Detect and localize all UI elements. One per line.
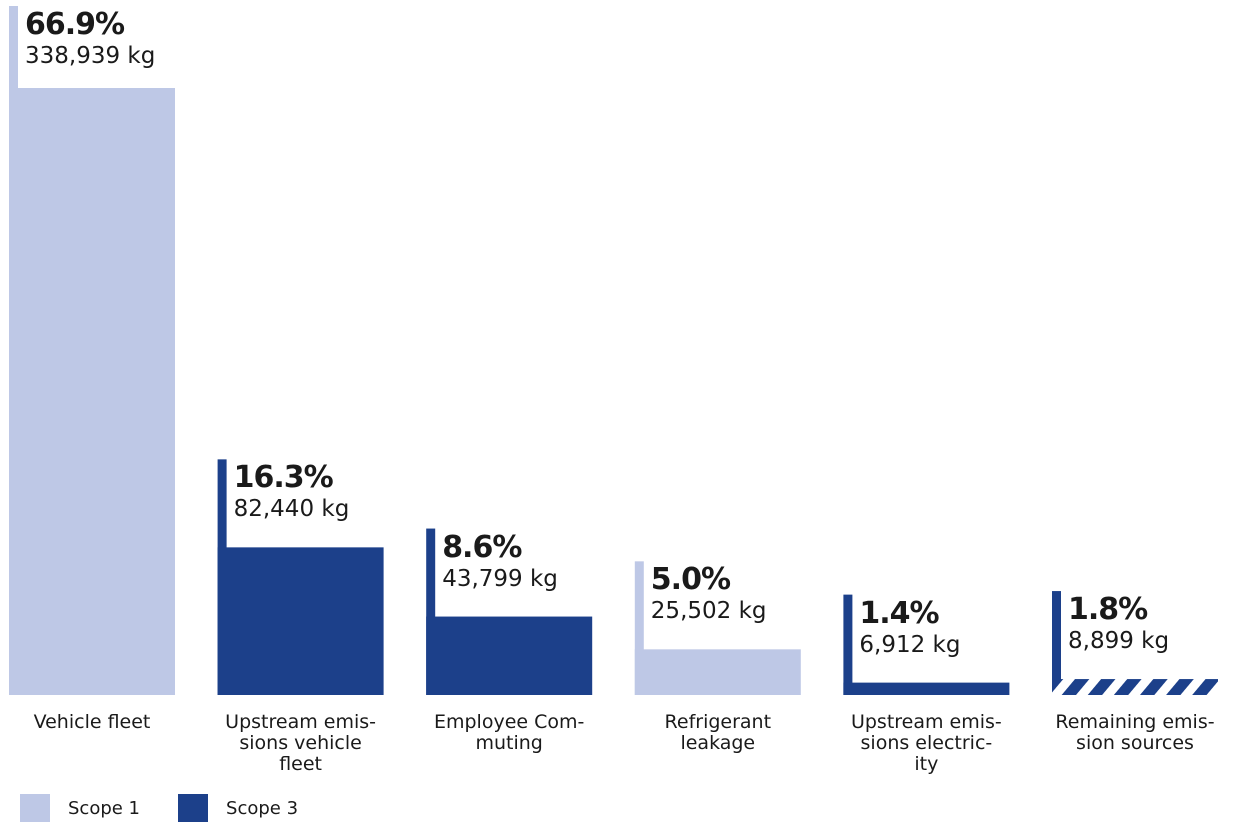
category-label-line: Upstream emis- — [850, 711, 1002, 733]
category-label: Employee Com-muting — [409, 712, 609, 754]
legend-swatch-scope-3 — [178, 794, 209, 822]
category-label-line: sions vehicle — [239, 732, 362, 754]
category-label-line: Vehicle fleet — [33, 711, 151, 733]
bar-percent-label: 1.4% — [859, 595, 939, 631]
bar-value-label: 8.6% 43,799 kg — [442, 529, 558, 593]
bar-value-label: 16.3% 82,440 kg — [234, 461, 350, 523]
bar — [217, 547, 384, 695]
bar — [9, 88, 175, 695]
bar-percent-label: 1.8% — [1068, 592, 1148, 628]
bar-value-label: 1.4% 6,912 kg — [859, 595, 961, 659]
bar-kg-label: 338,939 kg — [25, 43, 156, 69]
category-label-line: muting — [475, 732, 543, 754]
bar-value-label: 1.8% 8,899 kg — [1068, 593, 1169, 655]
legend: Scope 1 Scope 3 — [20, 794, 336, 822]
bar — [843, 682, 1010, 695]
category-label: Remaining emis-sion sources — [1035, 712, 1235, 754]
category-label: Refrigerant leakage — [618, 712, 818, 754]
category-label-line: Remaining emis- — [1055, 711, 1215, 733]
bar-kg-label: 43,799 kg — [442, 565, 558, 592]
bar-kg-label: 8,899 kg — [1068, 628, 1170, 655]
legend-label-scope-3: Scope 3 — [226, 797, 299, 819]
bar-percent-label: 8.6% — [442, 529, 522, 565]
category-label-line: sion sources — [1076, 732, 1194, 754]
bar-percent-label: 16.3% — [233, 460, 334, 496]
bar-percent-label: 5.0% — [650, 562, 731, 598]
category-label: Upstream emis-sions electric-ity — [826, 712, 1026, 775]
category-label-line: fleet — [279, 753, 322, 775]
legend-swatch-scope-1 — [20, 794, 50, 822]
legend-label-scope-1: Scope 1 — [68, 797, 141, 819]
bar-percent-label: 66.9% — [25, 7, 125, 42]
category-label-line: ity — [914, 753, 939, 775]
category-label: Vehicle fleet — [0, 712, 192, 733]
bar-value-label: 5.0% 25,502 kg — [651, 563, 767, 625]
bar — [634, 649, 801, 695]
category-label-line: Employee Com- — [433, 711, 585, 733]
bar-marker — [634, 561, 644, 695]
category-label-line: sions electric- — [860, 732, 993, 754]
bar-kg-label: 25,502 kg — [650, 598, 767, 625]
bar-kg-label: 6,912 kg — [859, 631, 961, 658]
bar-marker — [1052, 591, 1061, 695]
category-label: Upstream emis-sions vehicle fleet — [201, 712, 401, 775]
bar — [426, 616, 593, 695]
category-label-line: Upstream emis- — [225, 711, 376, 733]
bar-marker — [843, 594, 853, 695]
category-label-line: Refrigerant — [664, 711, 772, 733]
bar-kg-label: 82,440 kg — [233, 496, 350, 523]
bar — [1052, 679, 1218, 695]
bar-marker — [426, 528, 436, 695]
category-label-line: leakage — [680, 732, 756, 754]
bar-value-label: 66.9% 338,939 kg — [25, 8, 155, 70]
